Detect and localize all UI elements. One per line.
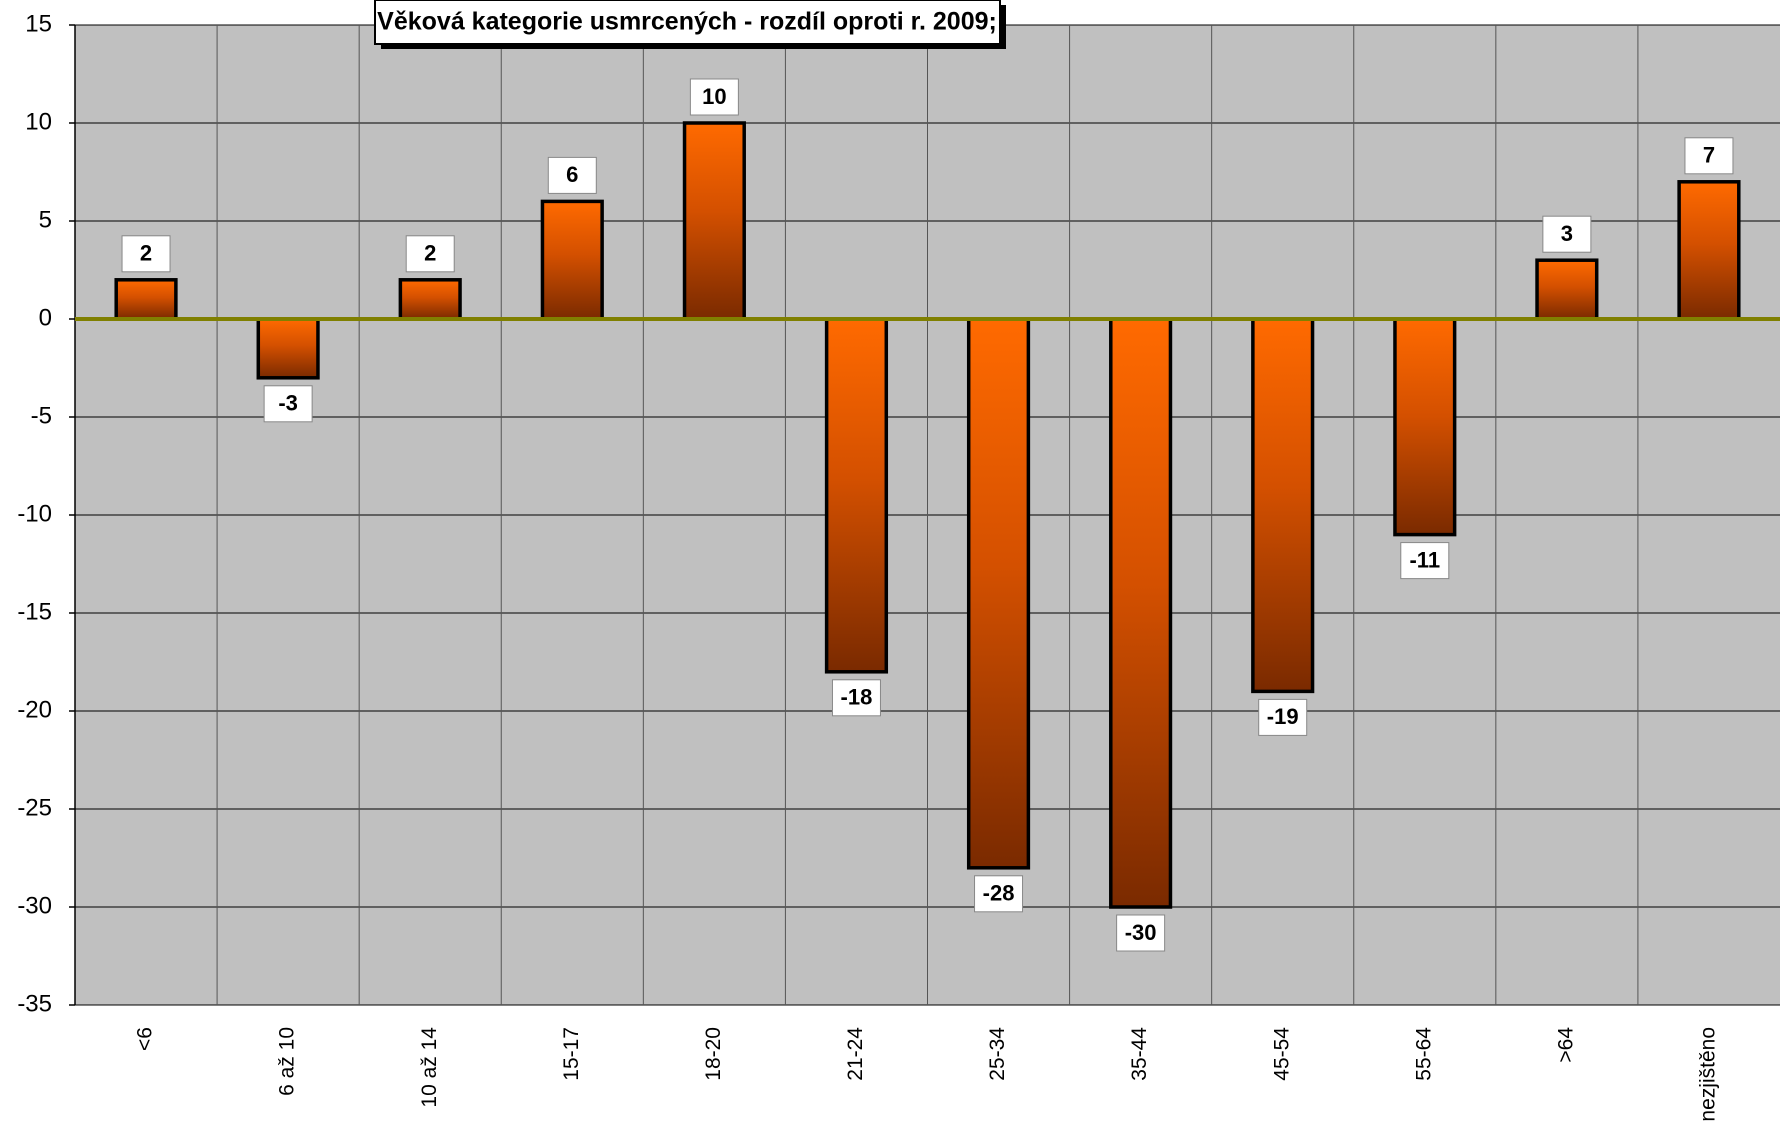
bar bbox=[540, 199, 604, 321]
value-label-text: 7 bbox=[1703, 143, 1715, 168]
y-tick-label: 0 bbox=[39, 304, 52, 331]
x-tick-label: 25-34 bbox=[986, 1027, 1009, 1081]
value-label: 2 bbox=[405, 235, 455, 273]
chart-title: Věková kategorie usmrcených - rozdíl opr… bbox=[377, 8, 997, 36]
bar bbox=[1535, 258, 1599, 321]
value-label-box bbox=[547, 156, 597, 194]
value-label: 2 bbox=[121, 235, 171, 273]
bar bbox=[1251, 317, 1315, 694]
value-label-text: -18 bbox=[841, 685, 873, 710]
bar bbox=[398, 278, 462, 321]
x-tick-label: 55-64 bbox=[1412, 1027, 1435, 1081]
x-tick-label: 21-24 bbox=[844, 1027, 867, 1081]
value-label-box bbox=[831, 679, 881, 717]
value-label-text: 10 bbox=[702, 84, 726, 109]
value-label: -3 bbox=[263, 385, 313, 423]
bar bbox=[1109, 317, 1173, 909]
value-label-box bbox=[1258, 698, 1308, 736]
bar bbox=[682, 121, 746, 321]
value-label-text: 2 bbox=[140, 241, 152, 266]
value-label-text: -30 bbox=[1125, 920, 1157, 945]
value-label-box bbox=[1542, 215, 1592, 253]
value-label-text: 3 bbox=[1561, 221, 1573, 246]
x-tick-label: 18-20 bbox=[702, 1027, 725, 1081]
value-label-box bbox=[689, 78, 739, 116]
x-tick-label: 15-17 bbox=[560, 1027, 583, 1081]
y-tick-label: -10 bbox=[17, 500, 52, 527]
value-label-box bbox=[974, 875, 1024, 913]
value-label: -11 bbox=[1400, 542, 1450, 580]
value-label-text: -28 bbox=[983, 881, 1015, 906]
value-label: 10 bbox=[689, 78, 739, 116]
y-tick-label: -15 bbox=[17, 598, 52, 625]
x-tick-label: nezjištěno bbox=[1697, 1027, 1720, 1122]
value-label-box bbox=[263, 385, 313, 423]
value-label: 6 bbox=[547, 156, 597, 194]
y-tick-label: -30 bbox=[17, 892, 52, 919]
x-tick-label: 35-44 bbox=[1128, 1027, 1151, 1081]
bar bbox=[114, 278, 178, 321]
x-tick-label: >64 bbox=[1554, 1027, 1577, 1063]
value-label: 3 bbox=[1542, 215, 1592, 253]
bar bbox=[824, 317, 889, 674]
bar bbox=[1677, 180, 1741, 321]
y-tick-label: -35 bbox=[17, 990, 52, 1017]
value-label: -19 bbox=[1258, 698, 1308, 736]
bar bbox=[1393, 317, 1457, 537]
value-label-text: -11 bbox=[1409, 547, 1440, 572]
bar bbox=[256, 317, 320, 380]
value-label-text: -3 bbox=[278, 391, 298, 416]
x-tick-label: 6 až 10 bbox=[276, 1027, 299, 1096]
value-label: 7 bbox=[1684, 137, 1734, 175]
y-tick-label: -20 bbox=[17, 696, 52, 723]
x-tick-label: <6 bbox=[134, 1027, 157, 1051]
y-tick-label: -5 bbox=[31, 402, 52, 429]
y-tick-label: 5 bbox=[39, 206, 52, 233]
value-label: -18 bbox=[831, 679, 881, 717]
bar bbox=[966, 317, 1031, 870]
value-label-box bbox=[405, 235, 455, 273]
title-box bbox=[374, 0, 1001, 45]
y-tick-label: 15 bbox=[25, 10, 52, 37]
value-label-box bbox=[1116, 914, 1166, 952]
value-label: -30 bbox=[1116, 914, 1166, 952]
y-tick-label: -25 bbox=[17, 794, 52, 821]
value-label-box bbox=[121, 235, 171, 273]
value-label: -28 bbox=[974, 875, 1024, 913]
value-label-text: -19 bbox=[1267, 704, 1299, 729]
value-label-box bbox=[1400, 542, 1450, 580]
value-label-text: 2 bbox=[424, 241, 436, 266]
y-tick-label: 10 bbox=[25, 108, 52, 135]
value-label-box bbox=[1684, 137, 1734, 175]
x-tick-label: 10 až 14 bbox=[418, 1027, 441, 1108]
x-tick-label: 45-54 bbox=[1270, 1027, 1293, 1081]
value-label-text: 6 bbox=[566, 162, 578, 187]
